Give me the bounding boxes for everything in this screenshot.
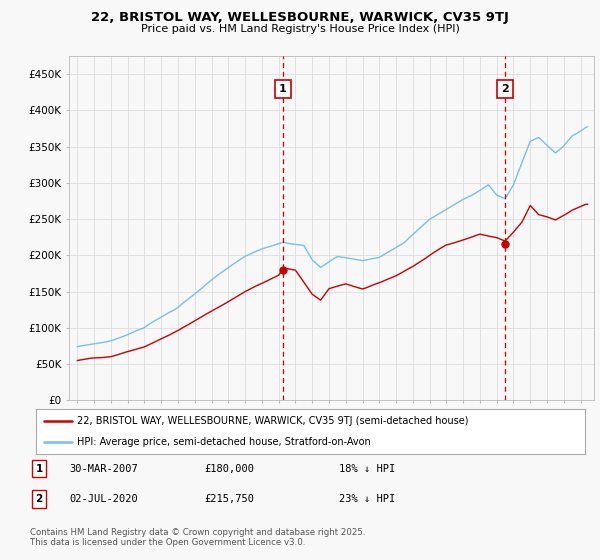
Text: 18% ↓ HPI: 18% ↓ HPI (339, 464, 395, 474)
Text: 2: 2 (35, 494, 43, 504)
Text: 2: 2 (501, 83, 509, 94)
Text: 1: 1 (35, 464, 43, 474)
Text: 1: 1 (279, 83, 287, 94)
Text: 30-MAR-2007: 30-MAR-2007 (69, 464, 138, 474)
Text: £180,000: £180,000 (204, 464, 254, 474)
Text: 22, BRISTOL WAY, WELLESBOURNE, WARWICK, CV35 9TJ (semi-detached house): 22, BRISTOL WAY, WELLESBOURNE, WARWICK, … (77, 416, 469, 426)
Text: HPI: Average price, semi-detached house, Stratford-on-Avon: HPI: Average price, semi-detached house,… (77, 436, 371, 446)
Text: Contains HM Land Registry data © Crown copyright and database right 2025.
This d: Contains HM Land Registry data © Crown c… (30, 528, 365, 547)
Text: 02-JUL-2020: 02-JUL-2020 (69, 494, 138, 504)
Text: Price paid vs. HM Land Registry's House Price Index (HPI): Price paid vs. HM Land Registry's House … (140, 24, 460, 34)
Text: £215,750: £215,750 (204, 494, 254, 504)
Text: 23% ↓ HPI: 23% ↓ HPI (339, 494, 395, 504)
Text: 22, BRISTOL WAY, WELLESBOURNE, WARWICK, CV35 9TJ: 22, BRISTOL WAY, WELLESBOURNE, WARWICK, … (91, 11, 509, 24)
